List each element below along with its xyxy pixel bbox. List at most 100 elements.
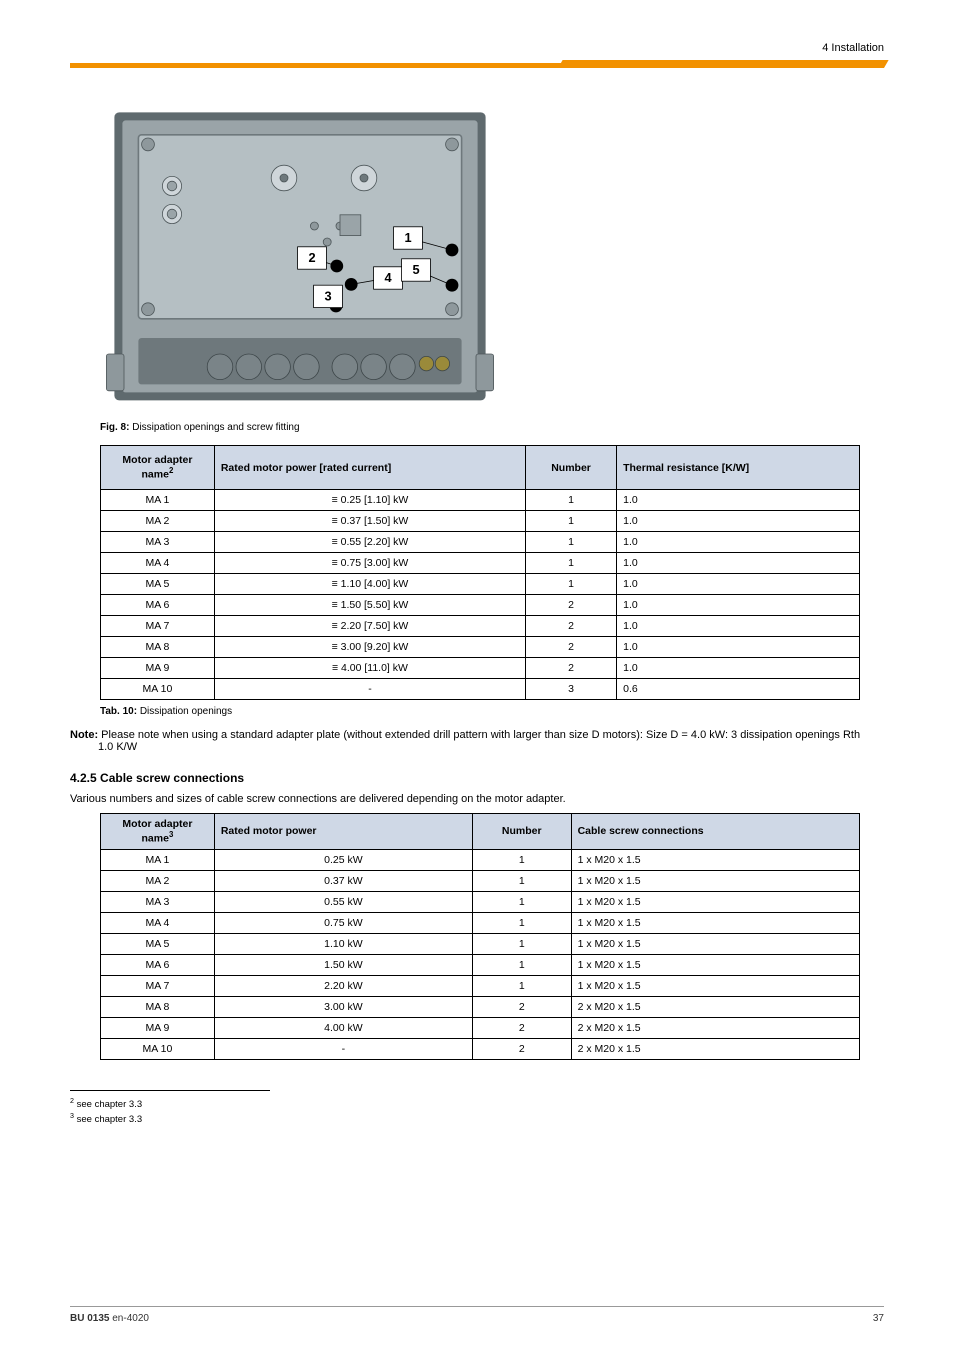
table-cell: 1	[526, 532, 617, 553]
svg-text:5: 5	[412, 262, 419, 277]
table-cell: 3.00 kW	[214, 996, 472, 1017]
column-header: Thermal resistance [K/W]	[617, 446, 860, 490]
table-cell: 0.6	[617, 679, 860, 700]
page: 4 Installation	[0, 0, 954, 1350]
table-cell: 1	[526, 574, 617, 595]
table-cell: 2	[472, 996, 571, 1017]
table-cell: ≡ 1.50 [5.50] kW	[214, 595, 525, 616]
table-row: MA 8≡ 3.00 [9.20] kW21.0	[101, 637, 860, 658]
table-row: MA 10.25 kW11 x M20 x 1.5	[101, 849, 860, 870]
footnote-separator	[70, 1090, 270, 1091]
table-cell: 2	[472, 1017, 571, 1038]
table-screw-connections: Motor adapter name3Rated motor powerNumb…	[100, 813, 860, 1060]
table-cell: 1.0	[617, 532, 860, 553]
table-cell: MA 8	[101, 996, 215, 1017]
table-cell: MA 6	[101, 954, 215, 975]
table-cell: 1.0	[617, 553, 860, 574]
table-row: MA 51.10 kW11 x M20 x 1.5	[101, 933, 860, 954]
device-illustration: 12345	[100, 98, 500, 414]
footer-left: BU 0135 en-4020	[70, 1313, 149, 1324]
footer-left-bold: BU 0135	[70, 1313, 109, 1324]
table-cell: 1	[472, 870, 571, 891]
table-cell: 2	[526, 658, 617, 679]
table-row: MA 10-30.6	[101, 679, 860, 700]
table-cell: 1 x M20 x 1.5	[571, 933, 859, 954]
table-dissipation: Motor adapter name2Rated motor power [ra…	[100, 445, 860, 700]
table-cell: MA 7	[101, 616, 215, 637]
table-cell: 0.55 kW	[214, 891, 472, 912]
table-cell: 2	[526, 616, 617, 637]
column-header: Number	[526, 446, 617, 490]
column-header: Motor adapter name2	[101, 446, 215, 490]
table-cell: 1	[472, 912, 571, 933]
gland-row-2	[332, 354, 415, 380]
footer-left-rest: en-4020	[109, 1313, 148, 1324]
table-cell: 0.25 kW	[214, 849, 472, 870]
table-row: MA 83.00 kW22 x M20 x 1.5	[101, 996, 860, 1017]
table-cell: 2	[472, 1038, 571, 1059]
table-cell: -	[214, 1038, 472, 1059]
svg-text:4: 4	[384, 270, 392, 285]
table-row: MA 5≡ 1.10 [4.00] kW11.0	[101, 574, 860, 595]
table-cell: ≡ 3.00 [9.20] kW	[214, 637, 525, 658]
table-cell: MA 8	[101, 637, 215, 658]
table-cell: 1.0	[617, 637, 860, 658]
table-cell: -	[214, 679, 525, 700]
table-cell: 1.50 kW	[214, 954, 472, 975]
column-header: Rated motor power	[214, 814, 472, 850]
page-footer: BU 0135 en-4020 37	[70, 1306, 884, 1324]
table-row: MA 61.50 kW11 x M20 x 1.5	[101, 954, 860, 975]
svg-text:3: 3	[324, 288, 331, 303]
header-section-text: Installation	[831, 42, 884, 54]
table-cell: MA 10	[101, 1038, 215, 1059]
header-section-label: 4 Installation	[822, 42, 884, 54]
table-cell: 2 x M20 x 1.5	[571, 996, 859, 1017]
table-cell: MA 1	[101, 490, 215, 511]
figure-8-caption-num: Fig. 8:	[100, 422, 129, 433]
column-header: Rated motor power [rated current]	[214, 446, 525, 490]
table-row: MA 7≡ 2.20 [7.50] kW21.0	[101, 616, 860, 637]
table-cell: 2.20 kW	[214, 975, 472, 996]
table-cell: ≡ 0.75 [3.00] kW	[214, 553, 525, 574]
table-cell: 2 x M20 x 1.5	[571, 1017, 859, 1038]
table-cell: 1	[526, 490, 617, 511]
table-cell: 1	[526, 511, 617, 532]
table-row: MA 20.37 kW11 x M20 x 1.5	[101, 870, 860, 891]
table-cell: MA 4	[101, 912, 215, 933]
svg-text:1: 1	[404, 230, 411, 245]
table-cell: ≡ 2.20 [7.50] kW	[214, 616, 525, 637]
table-cell: 1 x M20 x 1.5	[571, 870, 859, 891]
table-row: MA 6≡ 1.50 [5.50] kW21.0	[101, 595, 860, 616]
table-cell: MA 4	[101, 553, 215, 574]
column-header: Number	[472, 814, 571, 850]
table-cell: MA 9	[101, 1017, 215, 1038]
para-screw-intro: Various numbers and sizes of cable screw…	[70, 793, 850, 805]
table-cell: MA 5	[101, 933, 215, 954]
header-accent-bar: 4 Installation	[70, 60, 884, 68]
column-header: Motor adapter name3	[101, 814, 215, 850]
figure-8: 12345	[100, 98, 884, 414]
table-cell: 1 x M20 x 1.5	[571, 849, 859, 870]
figure-8-caption-text: Dissipation openings and screw fitting	[132, 422, 299, 433]
table-cell: MA 6	[101, 595, 215, 616]
table-cell: 1.0	[617, 511, 860, 532]
footnotes: 2 see chapter 3.33 see chapter 3.3	[70, 1097, 884, 1125]
table-cell: ≡ 4.00 [11.0] kW	[214, 658, 525, 679]
table-row: MA 9≡ 4.00 [11.0] kW21.0	[101, 658, 860, 679]
table-cell: 1.0	[617, 490, 860, 511]
footnote: 3 see chapter 3.3	[70, 1112, 884, 1125]
table-cell: MA 7	[101, 975, 215, 996]
table-cell: MA 2	[101, 511, 215, 532]
table-row: MA 72.20 kW11 x M20 x 1.5	[101, 975, 860, 996]
table-cell: 1 x M20 x 1.5	[571, 891, 859, 912]
table-cell: 1 x M20 x 1.5	[571, 912, 859, 933]
table-cell: 1	[472, 975, 571, 996]
table-cell: 0.37 kW	[214, 870, 472, 891]
table-cell: MA 5	[101, 574, 215, 595]
note-label: Note:	[70, 729, 98, 741]
table-10-caption-num: Tab. 10:	[100, 706, 137, 717]
table-10-caption-text: Dissipation openings	[140, 706, 232, 717]
table-cell: ≡ 0.37 [1.50] kW	[214, 511, 525, 532]
table-cell: 1	[472, 954, 571, 975]
table-row: MA 10-22 x M20 x 1.5	[101, 1038, 860, 1059]
